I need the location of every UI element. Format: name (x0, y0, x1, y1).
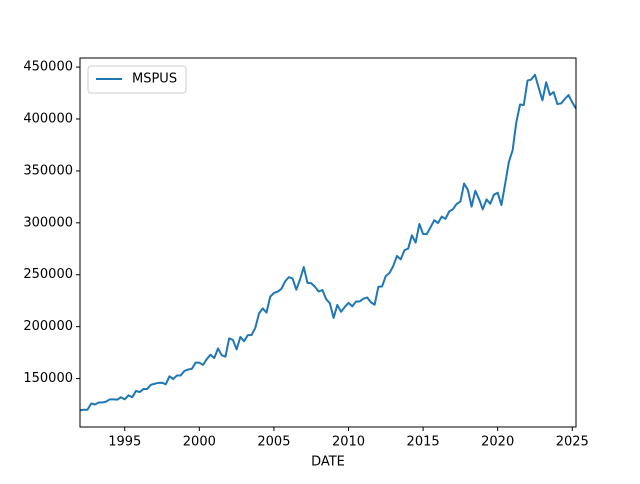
y-tick-label: 150000 (23, 371, 73, 386)
axes-frame (79, 57, 577, 428)
x-tick-label: 2020 (481, 435, 514, 450)
x-tick-label: 1995 (108, 435, 141, 450)
y-tick-label: 450000 (23, 60, 73, 75)
y-tick-label: 250000 (23, 267, 73, 282)
x-tick-label: 2005 (257, 435, 290, 450)
x-tick-label: 2010 (332, 435, 365, 450)
legend-box (87, 65, 187, 94)
line (79, 73, 577, 412)
x-tick-label: 2025 (556, 435, 589, 450)
x-tick-label: 2000 (183, 435, 216, 450)
x-tick-label: 2015 (407, 435, 440, 450)
y-tick-label: 200000 (23, 319, 73, 334)
y-tick-label: 300000 (23, 215, 73, 230)
x-axis-label: DATE (311, 455, 345, 470)
y-tick-label: 350000 (23, 163, 73, 178)
legend-label: MSPUS (132, 72, 177, 87)
y-tick-label: 400000 (23, 112, 73, 127)
